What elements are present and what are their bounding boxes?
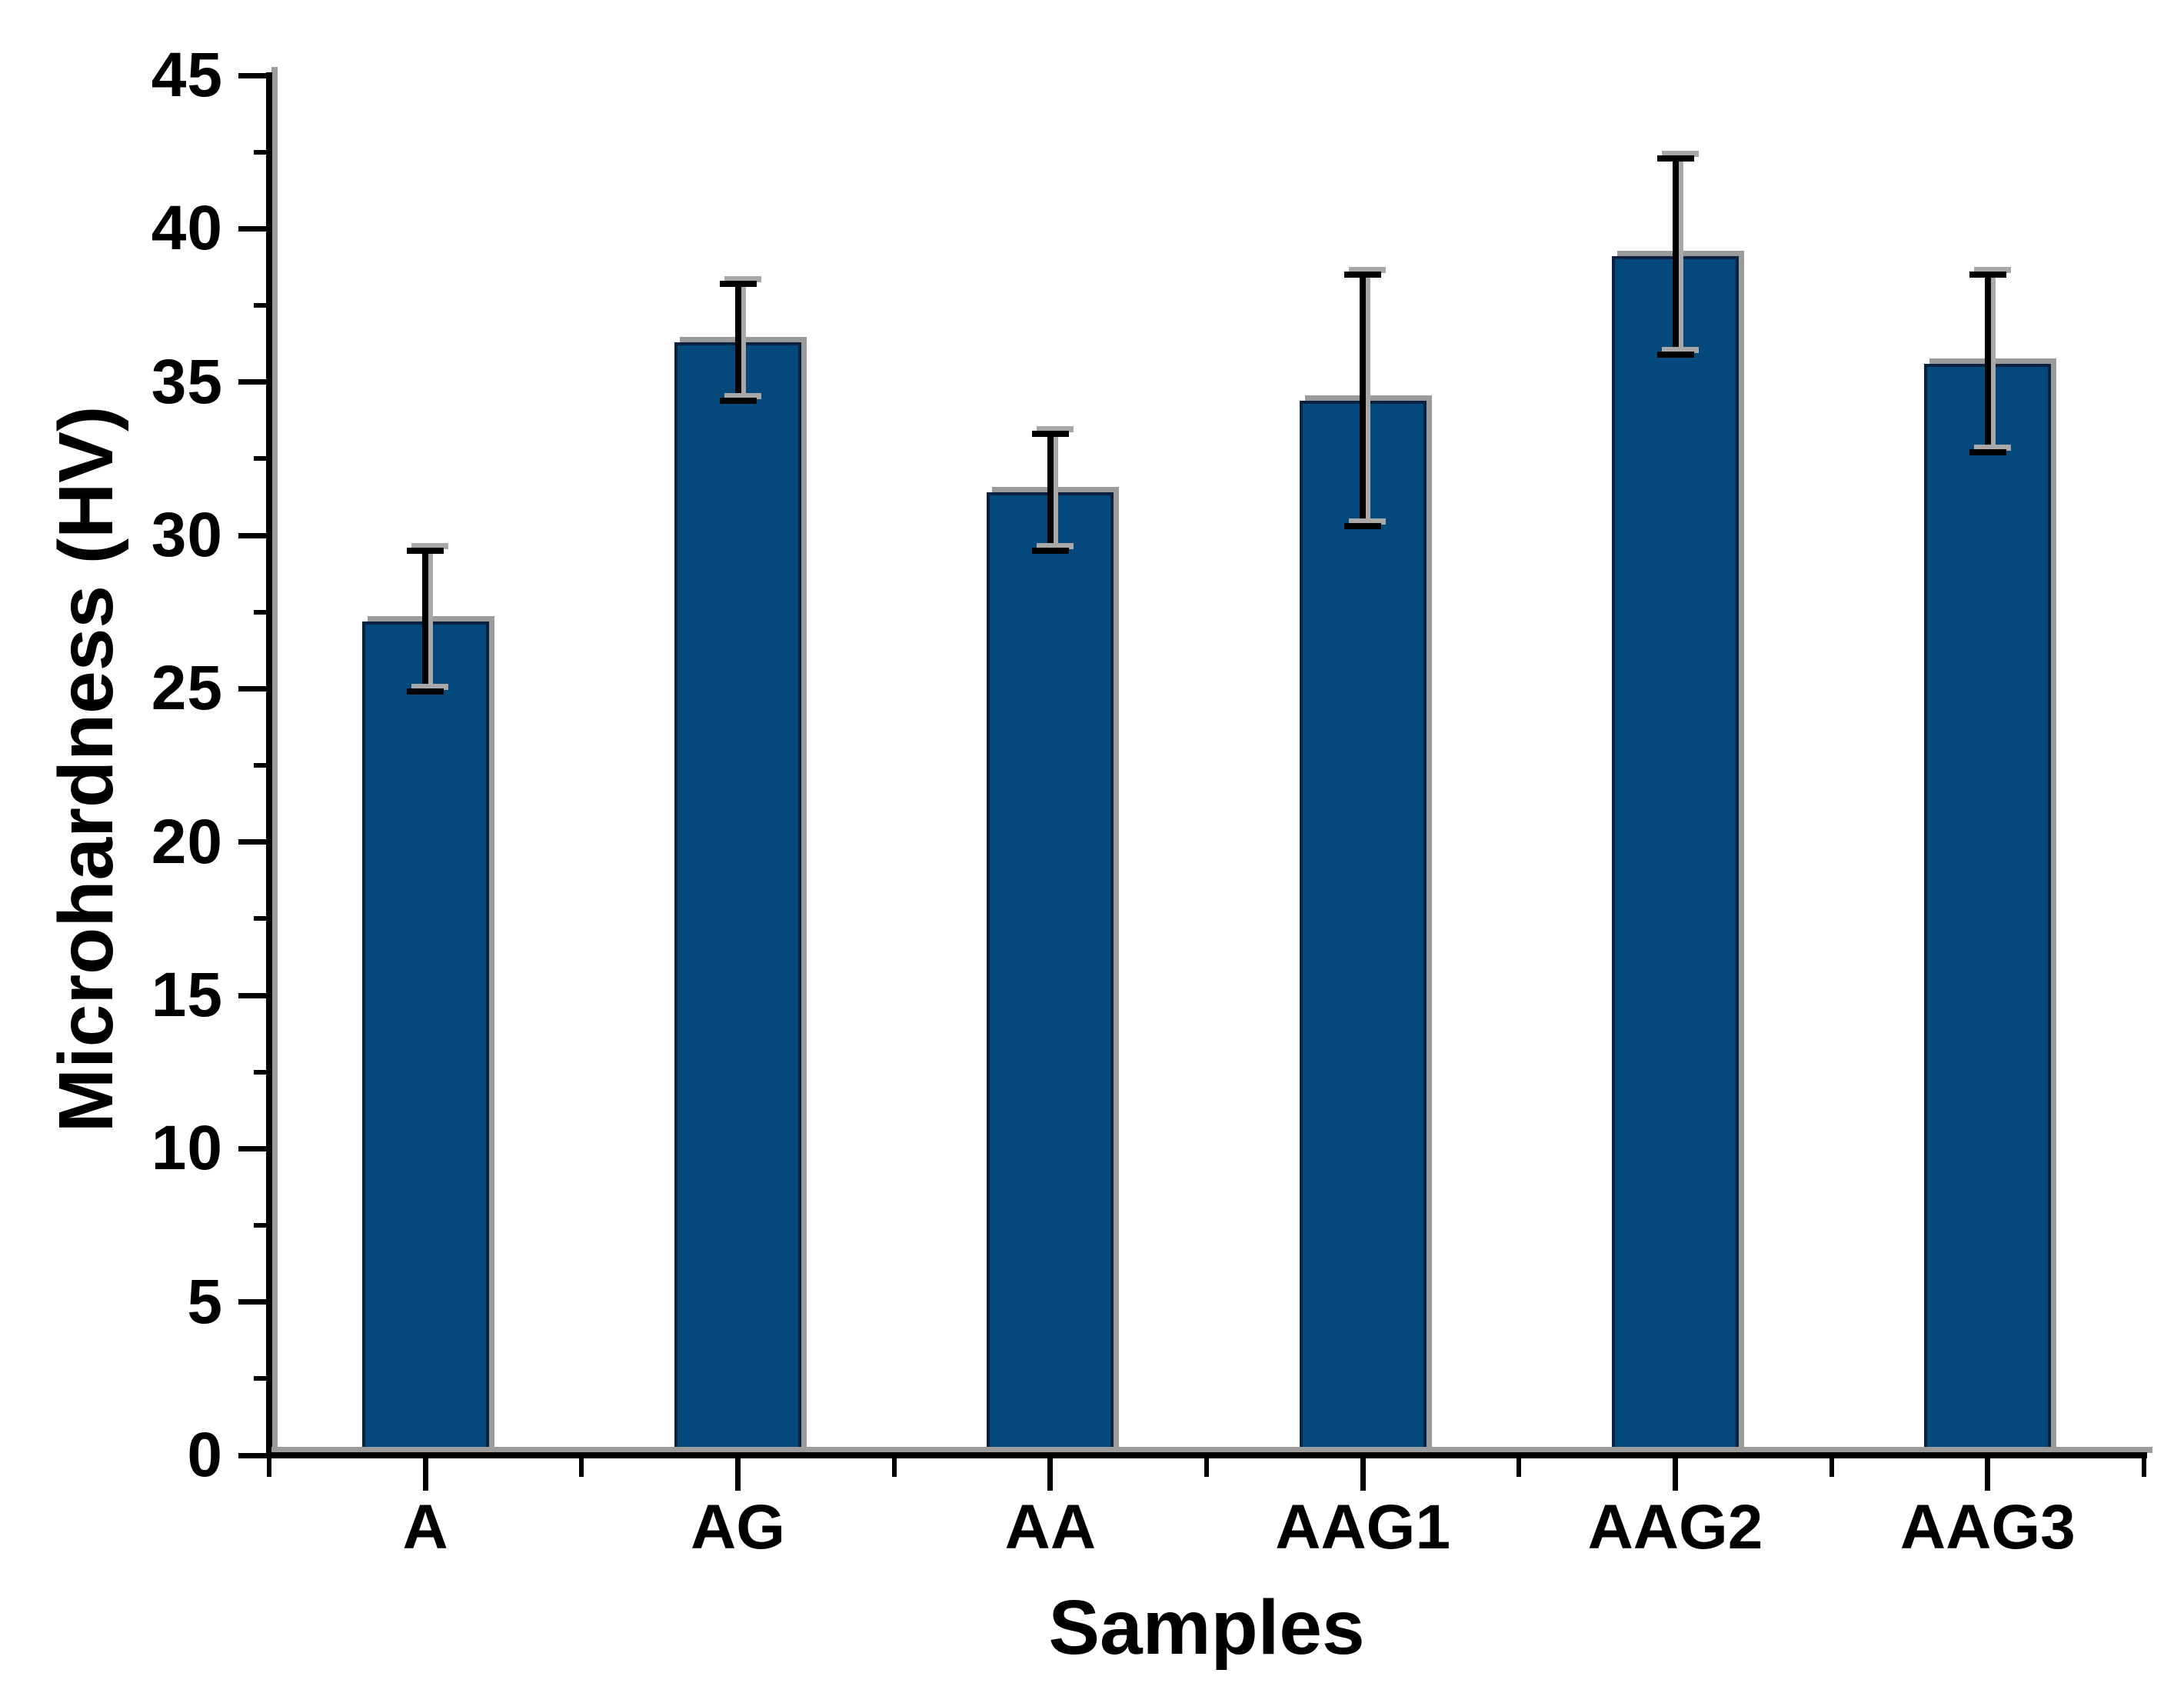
y-minor-tick (254, 456, 269, 462)
y-tick-label: 25 (151, 653, 223, 724)
x-minor-tick (579, 1458, 584, 1477)
x-category-label: AG (691, 1492, 785, 1562)
y-tick-label: 45 (151, 40, 223, 110)
error-bar-cap-bottom (719, 397, 757, 404)
error-bar-line (1672, 158, 1679, 355)
y-tick-label: 30 (151, 500, 223, 570)
error-bar-line (734, 284, 741, 401)
bar (987, 492, 1114, 1455)
bar (361, 621, 489, 1455)
y-minor-tick (254, 916, 269, 921)
y-major-tick (238, 379, 269, 385)
y-major-tick (238, 1299, 269, 1305)
y-tick-label: 15 (151, 960, 223, 1030)
error-bar-cap-bottom (1031, 547, 1069, 554)
x-category-label: AAG3 (1899, 1492, 2076, 1562)
x-axis-title: Samples (1048, 1585, 1365, 1671)
x-major-tick (1985, 1458, 1991, 1491)
bar (674, 342, 801, 1455)
error-bar-cap-top (1656, 155, 1694, 162)
x-major-tick (1360, 1458, 1366, 1491)
error-bar-cap-bottom (1656, 351, 1694, 358)
x-category-label: AAG1 (1275, 1492, 1451, 1562)
error-bar-cap-bottom (407, 688, 444, 695)
y-tick-label: 35 (151, 346, 223, 417)
bar (1299, 400, 1427, 1455)
y-major-tick (238, 839, 269, 845)
x-major-tick (1047, 1458, 1054, 1491)
y-minor-tick (254, 763, 269, 768)
x-category-label: AAG2 (1587, 1492, 1763, 1562)
error-bar-cap-top (1969, 272, 2006, 278)
y-minor-tick (254, 609, 269, 615)
y-major-tick (238, 1452, 269, 1458)
bar (1924, 363, 2052, 1455)
y-major-tick (238, 532, 269, 538)
y-major-tick (238, 1145, 269, 1151)
error-bar-line (1984, 275, 1991, 453)
y-major-tick (238, 992, 269, 998)
error-bar-line (1360, 275, 1367, 527)
x-category-label: A (402, 1492, 448, 1562)
error-bar-cap-top (719, 281, 757, 288)
error-bar-cap-top (1344, 272, 1382, 278)
y-tick-label: 0 (187, 1420, 223, 1490)
x-major-tick (1673, 1458, 1678, 1491)
x-minor-tick (1204, 1458, 1209, 1477)
error-bar-cap-bottom (1969, 449, 2006, 456)
y-tick-label: 20 (151, 806, 223, 877)
y-minor-tick (254, 1376, 269, 1381)
y-tick-label: 40 (151, 193, 223, 264)
x-axis-line (266, 1452, 2147, 1458)
y-minor-tick (254, 1069, 269, 1075)
y-tick-label: 10 (151, 1113, 223, 1184)
x-minor-tick (267, 1458, 271, 1477)
error-bar-cap-top (1031, 431, 1069, 438)
y-major-tick (238, 225, 269, 232)
y-axis-line (266, 72, 272, 1458)
x-minor-tick (1829, 1458, 1834, 1477)
x-major-tick (422, 1458, 428, 1491)
y-major-tick (238, 685, 269, 692)
x-minor-tick (891, 1458, 897, 1477)
y-tick-label: 5 (187, 1266, 223, 1337)
y-major-tick (238, 72, 269, 78)
y-minor-tick (254, 149, 269, 155)
y-minor-tick (254, 1223, 269, 1228)
error-bar-line (422, 550, 429, 692)
error-bar-line (1047, 434, 1054, 551)
y-minor-tick (254, 303, 269, 308)
x-category-label: AA (1004, 1492, 1097, 1562)
error-bar-cap-bottom (1344, 523, 1382, 530)
x-minor-tick (2142, 1458, 2146, 1477)
x-minor-tick (1516, 1458, 1522, 1477)
error-bar-cap-top (407, 547, 444, 554)
x-major-tick (735, 1458, 741, 1491)
bar (1612, 256, 1739, 1455)
